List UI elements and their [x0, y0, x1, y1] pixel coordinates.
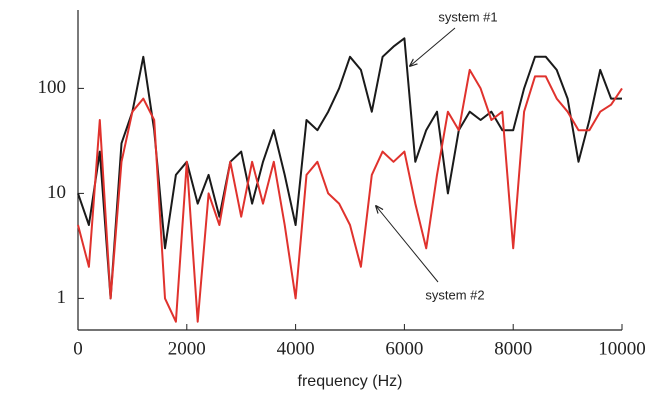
- annotation-arrow: [376, 206, 439, 283]
- x-tick-label: 6000: [385, 338, 423, 359]
- x-axis-label: frequency (Hz): [298, 373, 403, 390]
- annotation: system #1: [438, 9, 497, 24]
- y-tick-label: 10: [47, 182, 66, 203]
- x-tick-label: 2000: [168, 338, 206, 359]
- series-line: [77, 68, 623, 323]
- y-tick-label: 1: [57, 287, 67, 308]
- y-tick-label: 100: [38, 77, 67, 98]
- x-tick-label: 0: [73, 338, 83, 359]
- annotation: system #2: [425, 287, 484, 302]
- series-line: [77, 37, 622, 300]
- x-tick-label: 10000: [598, 338, 646, 359]
- x-tick-label: 8000: [494, 338, 532, 359]
- annotation-arrow: [410, 27, 456, 66]
- x-tick-label: 4000: [277, 338, 315, 359]
